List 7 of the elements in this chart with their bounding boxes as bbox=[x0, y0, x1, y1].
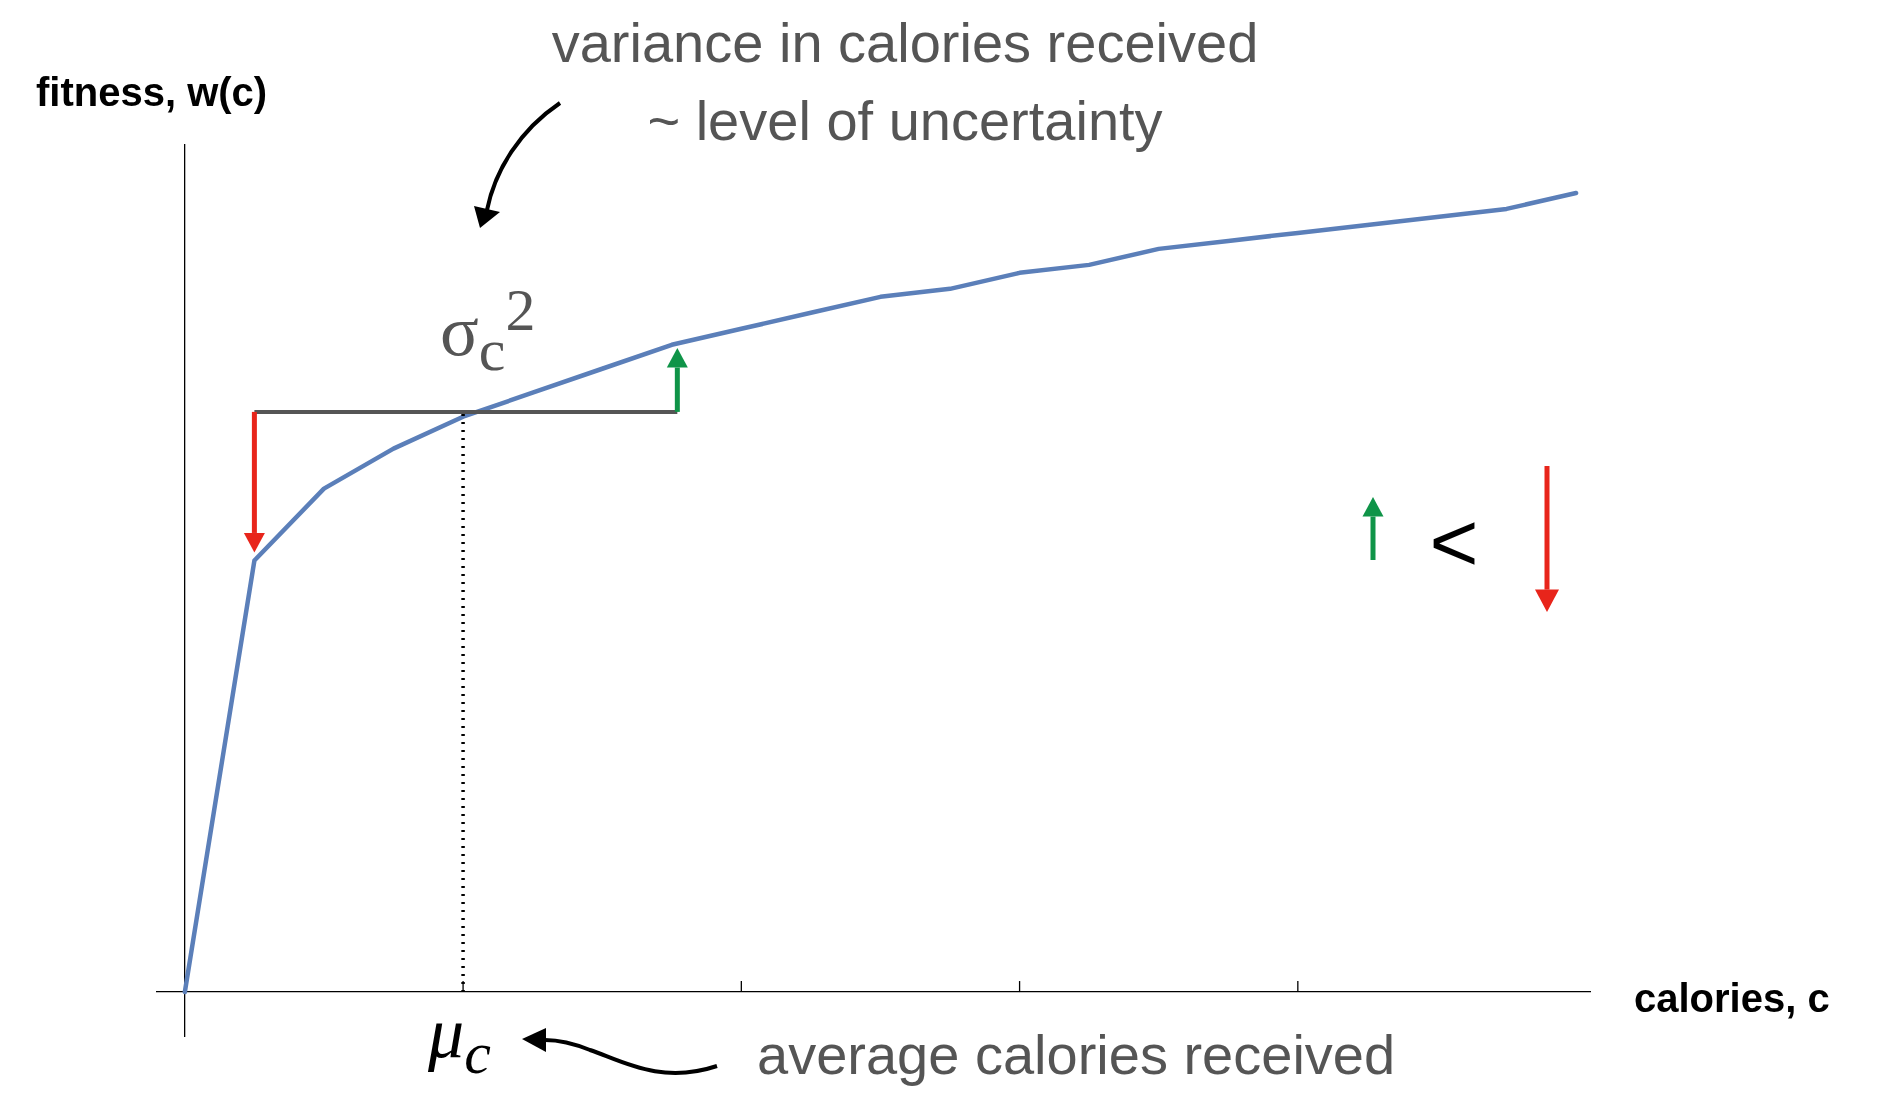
text: μ$_{c}$ bbox=[428, 993, 491, 1086]
y-axis-title: fitness, w(c) bbox=[36, 70, 268, 114]
text: ~ level of uncertainty bbox=[647, 89, 1163, 152]
x-axis-title: calories, c bbox=[1634, 976, 1830, 1020]
text: average calories received bbox=[757, 1023, 1396, 1086]
text: variance in calories received bbox=[551, 11, 1259, 74]
annotation: < bbox=[1429, 495, 1479, 589]
